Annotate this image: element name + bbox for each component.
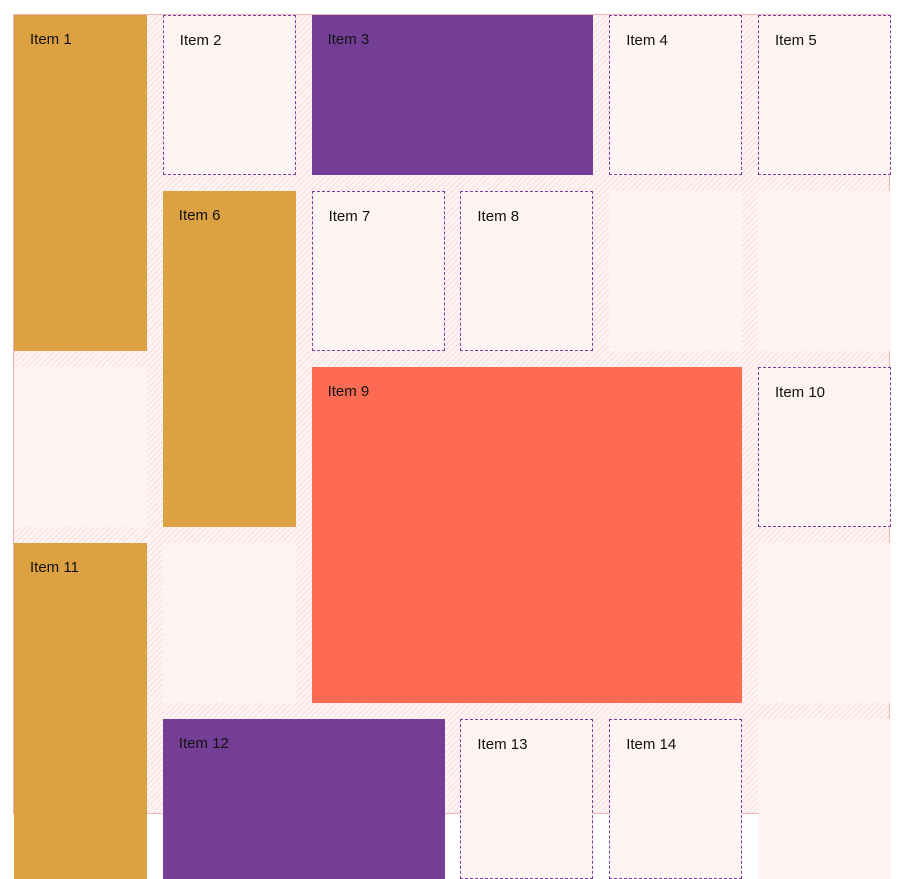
- item-label: Item 14: [626, 736, 677, 753]
- grid-item-10: Item 10: [757, 367, 891, 527]
- item-label: Item 11: [30, 559, 79, 576]
- empty-cell: [757, 191, 891, 351]
- empty-cell: [757, 719, 891, 879]
- item-label: Item 8: [477, 208, 520, 225]
- empty-cell: [757, 543, 891, 703]
- grid-item-1: Item 1: [14, 15, 147, 351]
- item-label: Item 5: [774, 32, 817, 49]
- grid-item-5: Item 5: [757, 15, 891, 175]
- grid-item-14: Item 14: [609, 719, 743, 879]
- item-label: Item 12: [178, 735, 229, 752]
- grid-item-6: Item 6: [162, 191, 296, 527]
- item-label: Item 9: [327, 383, 370, 400]
- grid-item-11: Item 11: [14, 543, 147, 879]
- grid-item-2: Item 2: [162, 15, 296, 175]
- item-label: Item 2: [179, 32, 222, 49]
- empty-cell: [609, 191, 743, 351]
- item-label: Item 7: [328, 208, 371, 225]
- item-label: Item 3: [327, 31, 370, 48]
- item-label: Item 4: [626, 32, 668, 49]
- grid-container: Item 1 Item 2 Item 3 Item 4 Item 5 Item …: [13, 14, 891, 879]
- empty-cell: [14, 367, 147, 527]
- grid-item-3: Item 3: [311, 15, 594, 175]
- grid-item-8: Item 8: [460, 191, 594, 351]
- item-label: Item 1: [30, 31, 72, 48]
- grid-item-7: Item 7: [311, 191, 445, 351]
- grid-item-4: Item 4: [609, 15, 743, 175]
- grid-item-9: Item 9: [311, 367, 743, 703]
- grid-item-12: Item 12: [162, 719, 445, 879]
- grid-item-13: Item 13: [460, 719, 594, 879]
- item-label: Item 6: [178, 207, 221, 224]
- item-label: Item 13: [477, 736, 528, 753]
- item-label: Item 10: [774, 384, 826, 401]
- empty-cell: [162, 543, 296, 703]
